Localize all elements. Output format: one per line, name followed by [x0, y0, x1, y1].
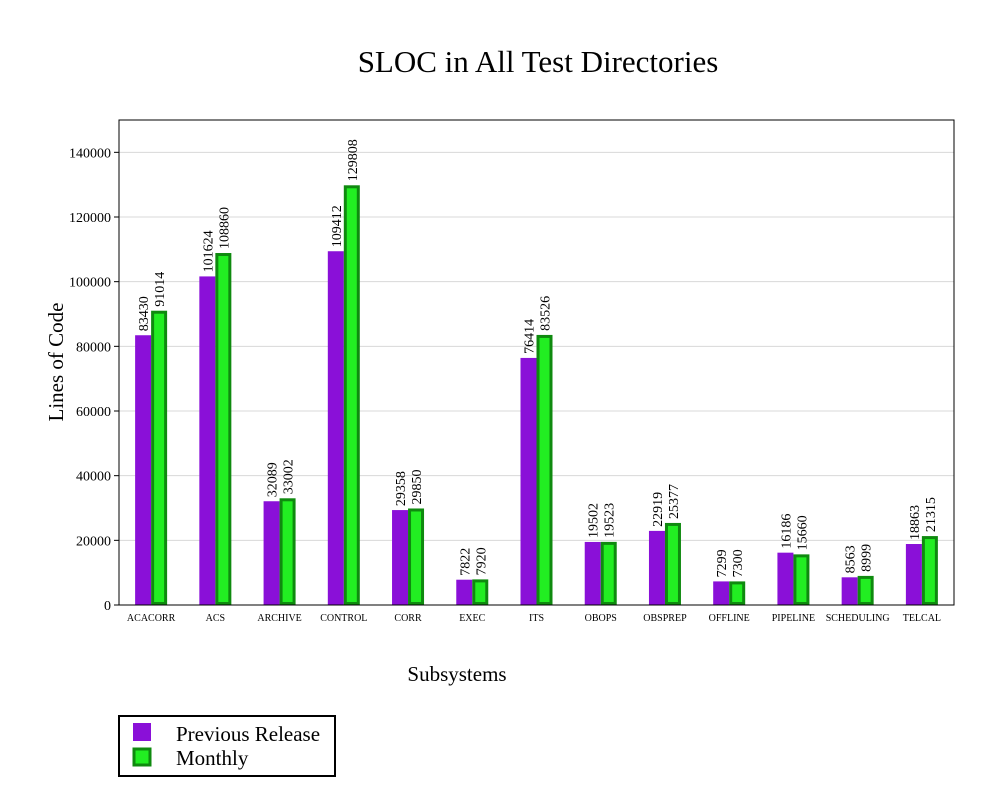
- value-label-monthly-obops: 19523: [603, 503, 618, 538]
- bar-monthly-acs: [215, 253, 232, 605]
- bar-previous-release-telcal: [905, 544, 922, 605]
- value-label-previous-release-obsprep: 22919: [651, 492, 666, 527]
- bar-monthly-pipeline: [793, 554, 810, 606]
- value-label-previous-release-scheduling: 8563: [844, 545, 859, 573]
- legend-frame: [118, 715, 336, 777]
- value-label-previous-release-exec: 7822: [458, 548, 473, 576]
- plot-area-frame: [118, 119, 955, 606]
- x-tick-label-scheduling: SCHEDULING: [826, 613, 890, 624]
- value-label-monthly-control: 129808: [346, 139, 361, 181]
- value-label-monthly-corr: 29850: [410, 469, 425, 504]
- y-axis-label: Lines of Code: [44, 303, 68, 422]
- y-axis-ticks: 0 20000 40000 60000 80000 100000 120000 140000: [69, 146, 119, 614]
- bar-monthly-obsprep: [664, 522, 681, 605]
- value-label-previous-release-telcal: 18863: [908, 505, 923, 540]
- value-label-monthly-pipeline: 15660: [795, 515, 810, 550]
- bar-monthly-offline: [729, 581, 746, 605]
- value-label-monthly-telcal: 21315: [924, 497, 939, 532]
- chart-title: SLOC in All Test Directories: [358, 44, 719, 79]
- bar-previous-release-obsprep: [648, 530, 665, 605]
- y-tick-label: 140000: [69, 146, 111, 161]
- legend-label-monthly: Monthly: [176, 746, 249, 770]
- legend-label-previous-release: Previous Release: [176, 722, 320, 746]
- x-axis-ticks: ACACORR ACS ARCHIVE CONTROL CORR EXEC ITS OBOPS…: [127, 613, 941, 624]
- bar-monthly-archive: [279, 498, 296, 605]
- bar-monthly-scheduling: [857, 575, 874, 606]
- x-tick-label-exec: EXEC: [459, 613, 485, 624]
- bar-monthly-corr: [408, 508, 425, 605]
- bar-monthly-telcal: [921, 536, 938, 605]
- x-tick-label-pipeline: PIPELINE: [772, 613, 815, 624]
- value-label-previous-release-acs: 101624: [201, 230, 216, 272]
- x-tick-label-acs: ACS: [206, 613, 225, 624]
- value-label-previous-release-corr: 29358: [394, 471, 409, 506]
- legend-swatch-previous-release: [133, 723, 151, 741]
- y-tick-label: 60000: [76, 405, 111, 420]
- bar-previous-release-pipeline: [777, 552, 794, 605]
- bar-monthly-obops: [600, 541, 617, 605]
- bar-previous-release-archive: [263, 501, 280, 605]
- x-tick-label-obsprep: OBSPREP: [643, 613, 687, 624]
- value-label-monthly-exec: 7920: [474, 547, 489, 575]
- x-axis-label: Subsystems: [407, 662, 506, 686]
- bar-monthly-control: [343, 185, 360, 605]
- value-label-previous-release-acacorr: 83430: [137, 296, 152, 331]
- value-label-monthly-obsprep: 25377: [667, 484, 682, 519]
- bar-previous-release-control: [327, 251, 344, 605]
- value-label-previous-release-pipeline: 16186: [779, 514, 794, 549]
- value-label-monthly-acs: 108860: [217, 207, 232, 249]
- bar-monthly-exec: [472, 579, 489, 606]
- bar-previous-release-acs: [199, 276, 216, 605]
- bar-previous-release-its: [520, 357, 537, 605]
- x-tick-label-obops: OBOPS: [585, 613, 617, 624]
- bar-previous-release-acacorr: [135, 335, 152, 605]
- bars-layer: [135, 185, 938, 606]
- value-label-monthly-archive: 33002: [282, 459, 297, 494]
- value-label-previous-release-its: 76414: [523, 319, 538, 354]
- bar-previous-release-obops: [584, 541, 601, 605]
- value-label-monthly-its: 83526: [539, 296, 554, 331]
- x-tick-label-telcal: TELCAL: [903, 613, 941, 624]
- value-label-previous-release-obops: 19502: [587, 503, 602, 538]
- x-tick-label-corr: CORR: [394, 613, 422, 624]
- y-tick-label: 40000: [76, 470, 111, 485]
- bar-previous-release-offline: [713, 581, 730, 605]
- legend-swatch-monthly: [132, 747, 152, 767]
- value-label-previous-release-control: 109412: [330, 205, 345, 247]
- bar-monthly-acacorr: [151, 310, 168, 605]
- value-label-previous-release-archive: 32089: [266, 462, 281, 497]
- bar-previous-release-scheduling: [841, 577, 858, 605]
- legend: Previous Release Monthly: [118, 715, 336, 777]
- y-tick-label: 0: [104, 599, 111, 614]
- x-tick-label-its: ITS: [529, 613, 544, 624]
- y-tick-label: 100000: [69, 276, 111, 291]
- y-tick-label: 80000: [76, 340, 111, 355]
- x-tick-label-offline: OFFLINE: [709, 613, 750, 624]
- value-label-monthly-acacorr: 91014: [153, 272, 168, 307]
- x-tick-label-archive: ARCHIVE: [257, 613, 301, 624]
- value-label-previous-release-offline: 7299: [715, 549, 730, 577]
- bar-monthly-its: [536, 334, 553, 605]
- x-tick-label-acacorr: ACACORR: [127, 613, 176, 624]
- y-tick-label: 120000: [69, 211, 111, 226]
- y-tick-label: 20000: [76, 534, 111, 549]
- value-label-monthly-scheduling: 8999: [860, 544, 875, 572]
- value-label-monthly-offline: 7300: [731, 549, 746, 577]
- bar-previous-release-corr: [392, 510, 409, 605]
- x-tick-label-control: CONTROL: [320, 613, 367, 624]
- bar-previous-release-exec: [456, 579, 473, 605]
